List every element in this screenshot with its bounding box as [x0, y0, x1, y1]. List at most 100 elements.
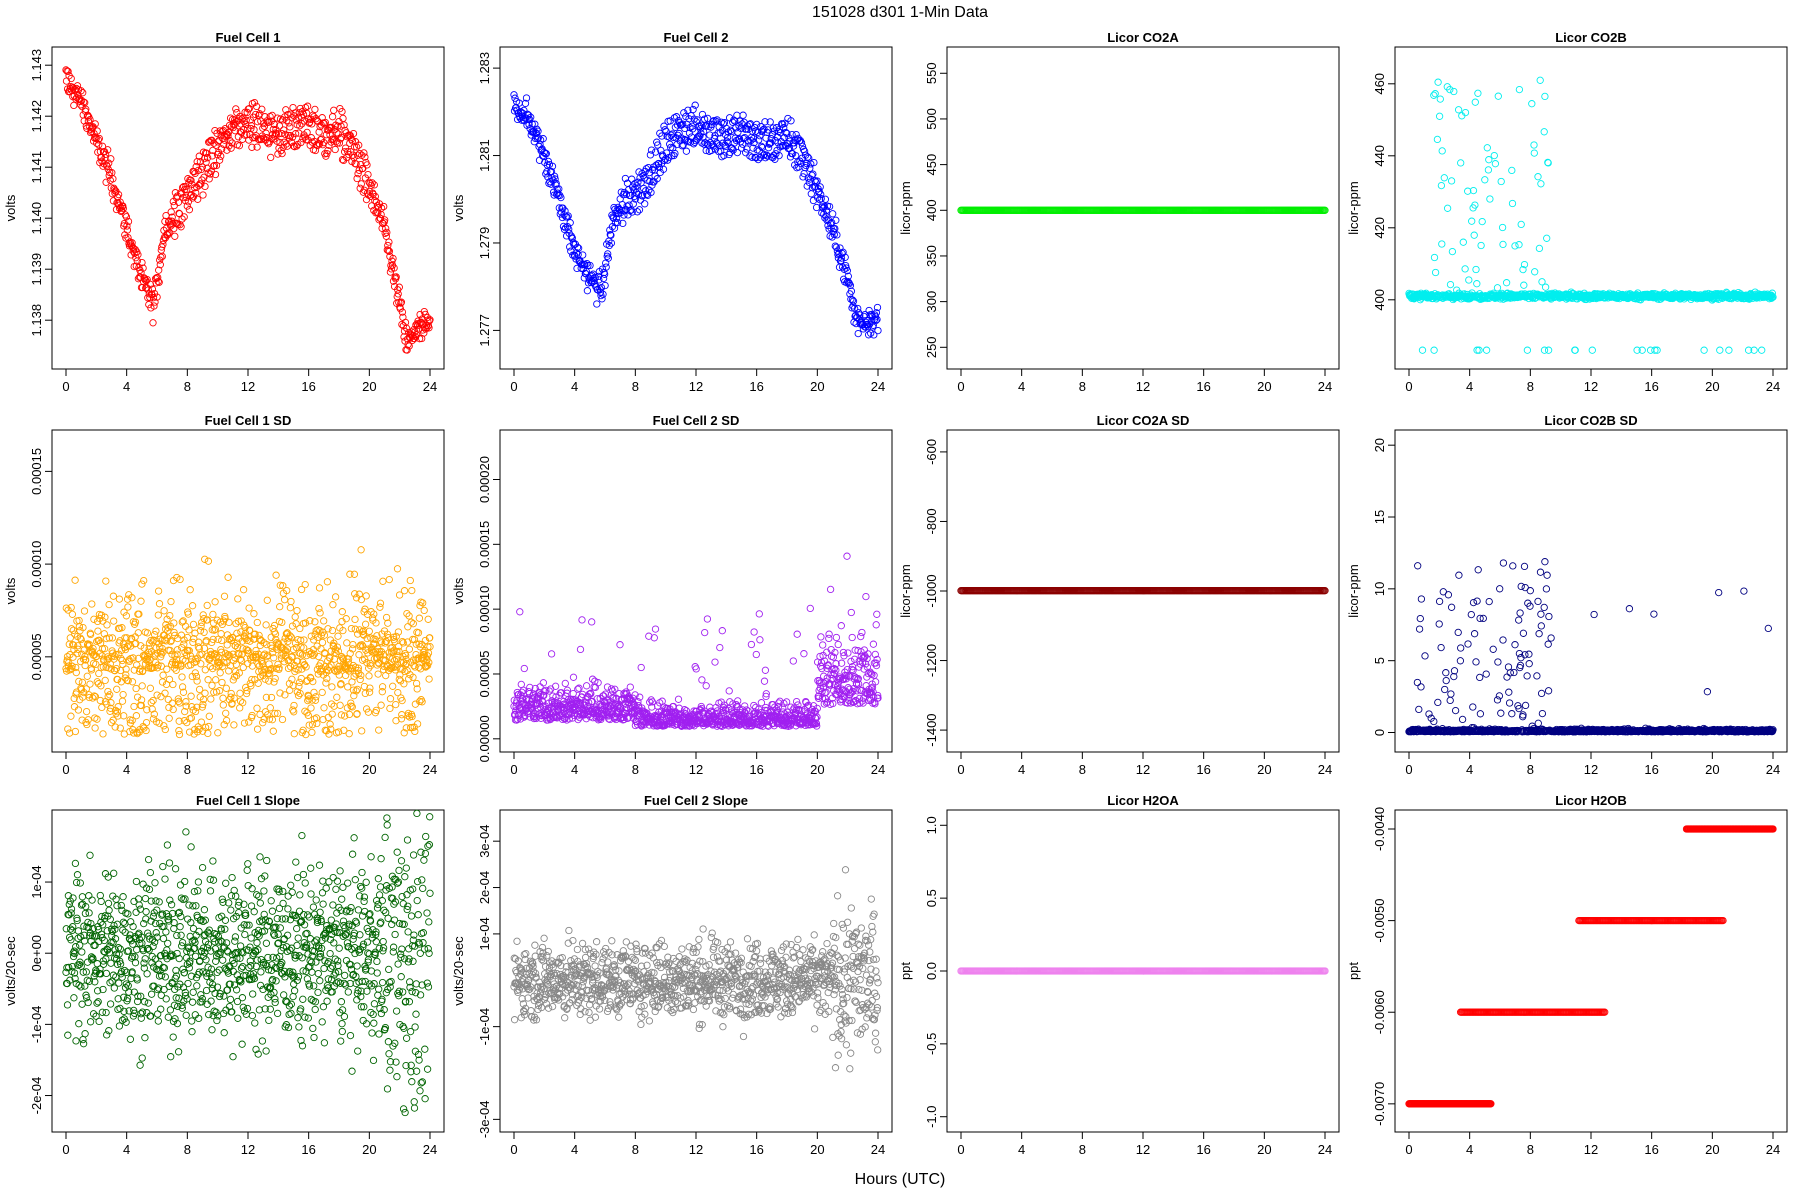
data-point [276, 603, 284, 611]
data-point [133, 661, 141, 669]
data-point [1716, 346, 1724, 354]
data-point [551, 682, 560, 690]
data-point [1541, 283, 1550, 291]
data-point [70, 101, 78, 110]
data-point [333, 693, 341, 701]
data-point [236, 689, 244, 697]
data-point [653, 175, 661, 183]
data-point [368, 179, 376, 187]
data-point [91, 120, 99, 128]
data-point [212, 676, 220, 684]
data-point [672, 113, 681, 121]
panel-title: Licor CO2A [1107, 30, 1179, 45]
y-tick-label: 400 [1372, 289, 1387, 311]
data-point [102, 577, 110, 585]
data-point [167, 208, 175, 216]
data-point [1511, 242, 1519, 250]
data-point [1459, 238, 1467, 246]
data-point [1443, 204, 1452, 212]
data-point [120, 219, 128, 228]
data-point [224, 128, 233, 137]
data-point [303, 102, 312, 110]
data-point [353, 151, 362, 159]
data-point [228, 139, 236, 147]
data-point [201, 182, 209, 191]
data-point [123, 222, 131, 230]
data-point [170, 201, 178, 210]
data-point [371, 192, 379, 201]
data-point [266, 704, 274, 712]
data-point [420, 606, 428, 615]
data-point [400, 587, 409, 595]
data-point [752, 650, 760, 659]
data-point [635, 206, 644, 214]
data-point [364, 170, 372, 179]
data-point [102, 178, 110, 186]
data-point [756, 636, 764, 644]
data-point [285, 119, 293, 127]
data-point [579, 251, 587, 259]
data-point [408, 586, 416, 595]
data-point [541, 158, 549, 167]
data-point [71, 576, 79, 584]
data-point [103, 700, 111, 708]
data-point [103, 621, 111, 629]
y-tick-label: 0.00005 [477, 650, 492, 697]
data-point [1472, 265, 1480, 274]
data-point [370, 181, 378, 189]
data-point [185, 206, 194, 214]
data-point [343, 133, 351, 141]
data-point [547, 650, 556, 658]
data-point [248, 143, 256, 151]
data-point [362, 592, 370, 600]
data-point [424, 615, 432, 623]
data-point [180, 213, 188, 221]
data-point [204, 676, 212, 684]
data-point [219, 701, 227, 709]
data-point [1537, 180, 1545, 188]
data-point [425, 324, 433, 332]
data-point [345, 730, 353, 738]
data-point [626, 683, 634, 691]
data-point [524, 111, 533, 119]
data-point [318, 135, 326, 143]
x-tick-label: 4 [123, 762, 130, 777]
data-point [201, 555, 209, 563]
data-point [220, 592, 229, 600]
data-point [323, 149, 331, 158]
data-point [69, 626, 77, 634]
data-point [77, 87, 85, 95]
data-point [251, 110, 260, 119]
x-tick-label: 4 [1466, 379, 1473, 394]
data-point [109, 175, 117, 183]
data-point [385, 247, 394, 255]
data-point [101, 676, 109, 685]
x-tick-label: 24 [423, 379, 437, 394]
data-point [1436, 95, 1444, 103]
data-point [187, 191, 196, 199]
data-point [187, 176, 195, 184]
data-point [392, 700, 400, 709]
y-tick-label: 0.00015 [477, 521, 492, 568]
data-point [357, 546, 365, 554]
data-point [1502, 279, 1511, 287]
data-point [167, 597, 175, 606]
data-point [331, 593, 340, 601]
data-point [282, 106, 290, 114]
data-point [299, 135, 307, 143]
data-point [612, 214, 621, 222]
data-point [352, 160, 360, 168]
data-point [565, 225, 573, 233]
x-tick-label: 12 [689, 762, 703, 777]
data-point [1535, 244, 1544, 253]
data-point [1494, 92, 1502, 100]
data-point [203, 154, 212, 162]
x-tick-label: 12 [241, 762, 255, 777]
y-tick-label: 350 [924, 245, 939, 267]
data-point [258, 105, 266, 113]
data-point [317, 121, 325, 129]
panel-fc1sd: Fuel Cell 1 SD0 4 8 12 16 20 240.000050.000100… [3, 413, 445, 777]
data-point [124, 603, 132, 611]
data-point [91, 724, 99, 732]
data-point [123, 595, 132, 603]
